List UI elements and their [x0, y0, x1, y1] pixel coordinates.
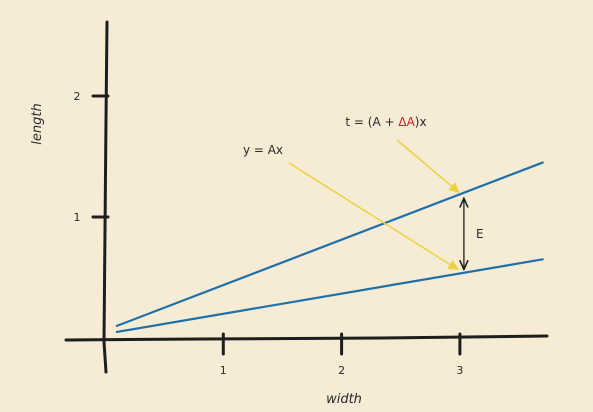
upper-line-pointer-arrow: [396, 139, 460, 193]
y-tick-label-1: 1: [74, 211, 81, 224]
y-tick-label-2: 2: [74, 90, 81, 103]
upper-eq-delta: ΔA: [398, 115, 415, 129]
series-line-2: [115, 258, 544, 334]
upper-eq-prefix: t = (A +: [345, 115, 398, 129]
y-axis: [102, 20, 109, 374]
x-tick-label-2: 2: [338, 364, 345, 377]
x-axis: [64, 334, 549, 342]
x-tick-label-1: 1: [220, 364, 227, 377]
upper-line-equation: t = (A + ΔA)x: [345, 115, 426, 129]
upper-eq-suffix: )x: [415, 115, 427, 129]
lower-line-pointer-arrow: [288, 162, 459, 271]
axes: [64, 20, 549, 374]
annotations: [288, 139, 464, 271]
y-axis-label: length: [30, 103, 45, 144]
series-group: [115, 161, 544, 334]
lower-line-equation: y = Ax: [243, 143, 283, 157]
series-line-1: [115, 161, 544, 327]
x-axis-label: width: [326, 392, 362, 407]
ticks: 1 2 3 1 2: [74, 90, 464, 377]
error-label: E: [476, 227, 484, 241]
x-tick-label-3: 3: [456, 364, 463, 377]
